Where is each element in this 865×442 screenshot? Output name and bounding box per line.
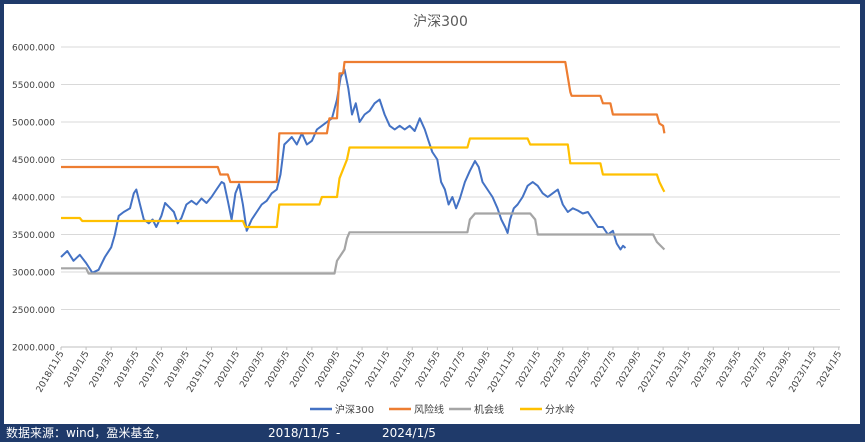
y-tick-label: 3000.000 <box>12 269 55 279</box>
date-range-start: 2018/11/5 <box>268 426 330 440</box>
y-tick-label: 5500.000 <box>12 81 55 91</box>
y-tick-label: 2000.000 <box>12 344 55 354</box>
y-tick-label: 4000.000 <box>12 194 55 204</box>
series-line-3 <box>61 137 666 229</box>
y-tick-label: 5000.000 <box>12 119 55 129</box>
x-tick-label: 2024/1/5 <box>815 350 844 390</box>
y-tick-label: 6000.000 <box>12 44 55 54</box>
y-tick-label: 2500.000 <box>12 306 55 316</box>
line-chart: 沪深300 2000.000 2500.000 3000.000 3500.000 400… <box>12 14 844 416</box>
y-tick-label: 3500.000 <box>12 231 55 241</box>
chart-title: 沪深300 <box>413 14 468 30</box>
series-line-2 <box>61 212 666 275</box>
series-line-0 <box>60 68 627 274</box>
legend-label: 机会线 <box>474 403 504 416</box>
legend-label: 沪深300 <box>335 403 374 416</box>
legend-label: 分水岭 <box>545 403 575 416</box>
date-range-separator: - <box>336 426 341 440</box>
x-tick-label: 2018/11/5 <box>35 350 67 395</box>
date-range-end: 2024/1/5 <box>382 426 436 440</box>
legend-label: 风险线 <box>414 403 444 416</box>
series-line-1 <box>61 60 666 184</box>
data-source-label: 数据来源：wind，盈米基金， <box>6 426 167 440</box>
chart-panel: 沪深300 2000.000 2500.000 3000.000 3500.000 400… <box>4 4 860 424</box>
footer: 数据来源：wind，盈米基金， 2018/11/5 - 2024/1/5 <box>6 425 861 441</box>
y-tick-label: 4500.000 <box>12 156 55 166</box>
